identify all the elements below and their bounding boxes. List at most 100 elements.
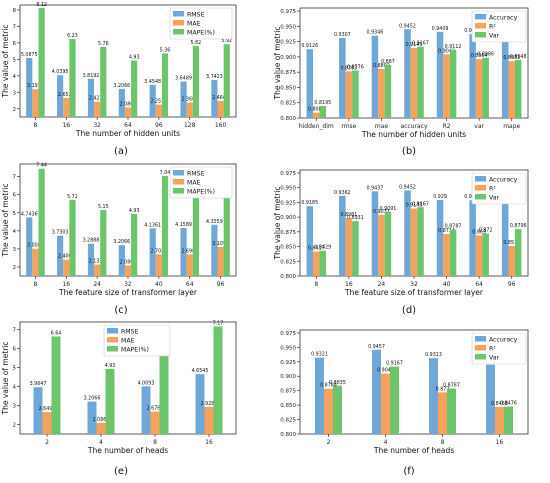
bar-value-label: 2.2513 [150,99,167,105]
bar-var [482,233,489,276]
bar-value-label: 0.8089 [308,107,325,113]
bar-r [378,68,385,118]
bar-mape [159,341,169,434]
bar-value-label: 4.3359 [206,219,223,225]
y-axis-label: The value of metric [1,25,10,99]
bar-value-label: 0.9346 [367,30,384,36]
bar-value-label: 3.4548 [144,79,161,85]
bar-accuracy [339,195,346,276]
bar-value-label: 0.8787 [443,383,460,389]
bar-mape [192,45,199,117]
bar-value-label: 3.1914 [27,83,44,89]
legend-label: R² [489,23,496,30]
legend-swatch [173,179,184,185]
bar-value-label: 0.9091 [380,206,397,212]
bar-value-label: 0.8964 [471,53,488,59]
legend-label: MAPE(%) [187,188,215,195]
bar-mae [124,107,132,117]
bar-var [514,60,522,118]
legend-swatch [475,354,486,360]
bar-var [449,50,457,118]
y-tick-label: 5 [13,211,17,217]
bar-value-label: 6.23 [67,33,78,39]
y-tick-label: 6 [13,41,17,47]
bar-r [475,59,483,118]
bar-var [333,385,342,434]
y-tick-label: 0.800 [280,432,296,438]
bar-rmse [211,80,218,117]
bar-var [352,70,359,118]
x-tick-label: 160 [215,122,227,129]
bar-rmse [180,227,187,276]
bar-r [324,388,333,434]
bar-value-label: 7.44 [36,163,47,169]
bar-mae [186,102,193,117]
x-tick-label: 8 [314,281,318,288]
bar-value-label: 7.04 [160,170,171,176]
bar-value-label: 0.872 [436,386,450,392]
legend-label: RMSE [121,328,139,335]
bar-value-label: 0.8429 [314,245,331,251]
x-tick-label: 24 [93,281,101,288]
bar-mae [186,254,193,276]
bar-value-label: 0.8802 [373,63,390,69]
bar-value-label: 0.8981 [340,212,357,218]
bar-mape [105,368,115,434]
legend-box [103,324,171,357]
bar-rmse [141,386,151,434]
x-tick-label: 8 [153,439,157,446]
y-tick-label: 0.850 [280,85,296,91]
bar-value-label: 5.76 [98,41,109,47]
bar-r [410,48,418,118]
x-tick-label: 32 [410,281,418,288]
y-tick-label: 0.975 [280,331,296,337]
bar-mape [223,44,230,118]
bar-value-label: 0.8835 [329,380,346,386]
y-tick-label: 7 [13,328,17,334]
bar-r [495,406,504,434]
bar-value-label: 2.6982 [181,248,198,254]
legend-swatch [475,336,486,342]
bar-rmse [118,88,125,117]
bar-mape [161,175,169,276]
x-tick-label: 40 [443,281,451,288]
bar-value-label: 0.9437 [367,185,384,191]
bar-rmse [118,245,125,276]
y-axis-label: The value of metric [273,27,282,101]
y-tick-label: 0.900 [280,215,296,221]
x-tick-label: 40 [155,281,163,288]
bar-mape [131,60,138,117]
x-tick-label: 16 [205,439,213,446]
bar-mae [217,246,224,276]
bar-value-label: 0.8986 [477,52,494,58]
bar-value-label: 4.1361 [144,222,161,228]
bar-mae [63,98,70,117]
x-axis-label: The feature size of transformer layer [344,288,484,297]
bar-r [345,71,353,118]
legend-box [169,166,233,199]
x-tick-label: 8 [34,122,38,129]
bar-value-label: 4.6545 [192,368,209,374]
bar-var [514,229,522,276]
bar-var [482,57,489,118]
bar-mae [217,101,224,117]
bar-var [449,229,457,276]
legend-label: R² [489,185,496,192]
bar-value-label: 3.7423 [206,74,223,80]
legend-label: MAPE(%) [187,29,215,36]
bar-value-label: 0.9452 [399,23,416,29]
y-tick-label: 5 [13,366,17,372]
x-tick-label: 64 [124,122,132,129]
panel-caption: (d) [402,305,416,316]
bar-accuracy [501,201,509,276]
legend-label: Accuracy [489,336,518,343]
bar-value-label: 0.9126 [301,43,318,49]
bar-value-label: 0.9167 [386,361,403,367]
x-tick-label: mae [375,123,389,130]
bar-value-label: 0.8784 [320,383,337,389]
bar-accuracy [429,358,438,434]
legend-swatch [475,14,486,20]
bar-value-label: 0.9452 [399,184,416,190]
bar-r [345,218,353,276]
chart-panel-5: 2 3 4 5 6 7 2 3.9647 2.6497 6.64 4 3.2066 2.0866 4.93… [1,320,237,477]
